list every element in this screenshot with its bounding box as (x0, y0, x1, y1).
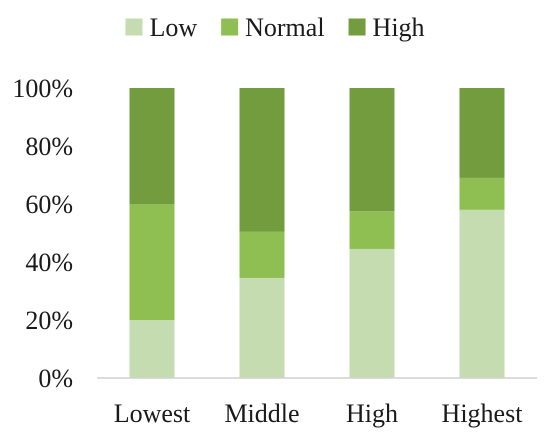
bar-segment-normal-high (349, 211, 395, 249)
bar-segment-high-middle (239, 88, 285, 232)
y-tick-label: 80% (25, 132, 73, 161)
legend-swatch (125, 18, 143, 36)
bar-segment-normal-lowest (129, 204, 175, 320)
legend: Low Normal High (125, 13, 425, 42)
bar-segment-high-highest (459, 88, 505, 178)
category-label: Highest (442, 399, 524, 428)
y-tick-label: 0% (38, 364, 73, 393)
category-label: Lowest (114, 399, 191, 428)
legend-label: Low (149, 13, 197, 42)
bar-segment-high-lowest (129, 88, 175, 204)
y-axis-tick-labels: 0% 20% 40% 60% 80% 100% (12, 74, 73, 393)
bar-segment-high-high (349, 88, 395, 212)
bar-segment-low-middle (239, 277, 285, 378)
legend-label: High (373, 13, 425, 42)
category-label: Middle (224, 399, 299, 428)
bar-segment-low-highest (459, 209, 505, 378)
y-tick-label: 20% (25, 306, 73, 335)
legend-label: Normal (245, 13, 324, 42)
y-tick-label: 60% (25, 190, 73, 219)
legend-swatch (221, 18, 239, 36)
y-tick-label: 40% (25, 248, 73, 277)
bar-segment-normal-highest (459, 177, 505, 210)
legend-item-high: High (348, 13, 425, 42)
legend-swatch (348, 18, 366, 36)
bars (129, 88, 505, 378)
legend-item-normal: Normal (221, 13, 325, 42)
y-tick-label: 100% (12, 74, 73, 103)
x-axis-category-labels: Lowest Middle High Highest (114, 399, 523, 428)
bar-segment-low-high (349, 248, 395, 378)
bar-segment-low-lowest (129, 320, 175, 378)
bar-segment-normal-middle (239, 231, 285, 278)
category-label: High (346, 399, 398, 428)
legend-item-low: Low (125, 13, 197, 42)
